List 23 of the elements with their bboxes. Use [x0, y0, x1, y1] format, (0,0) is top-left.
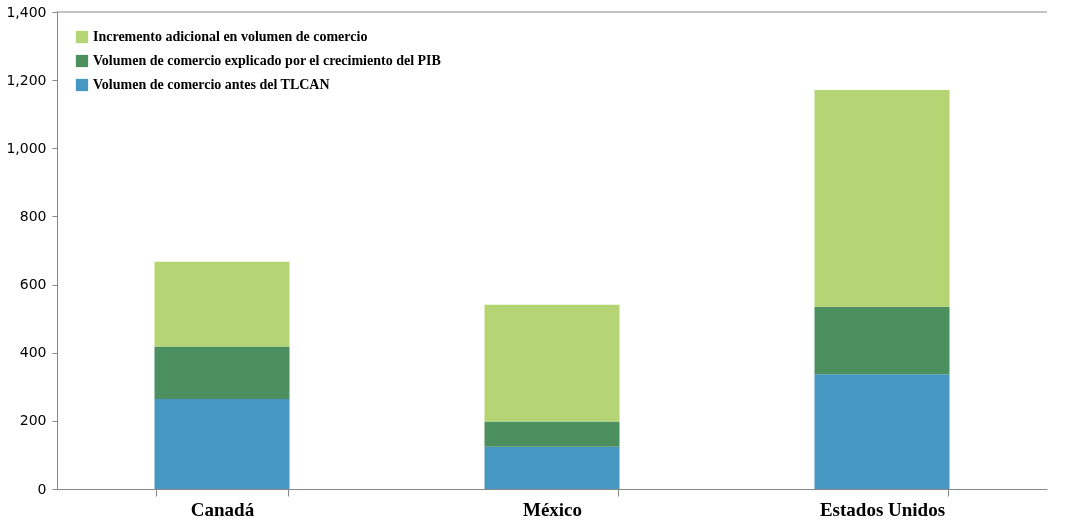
bar: [484, 304, 620, 422]
y-tick-label: 0: [37, 480, 47, 497]
y-tick-label: 400: [19, 344, 47, 361]
bar: [154, 346, 290, 400]
y-tick-label: 600: [19, 276, 47, 293]
bar: [154, 261, 290, 347]
x-tick-label: Canadá: [190, 498, 255, 520]
bar: [814, 374, 950, 489]
bar: [814, 90, 950, 307]
x-tick-label: Estados Unidos: [819, 498, 946, 520]
legend-label: Incremento adicional en volumen de comercio: [93, 29, 368, 44]
legend-label: Volumen de comercio antes del TLCAN: [93, 77, 330, 92]
legend-label: Volumen de comercio explicado por el crecimiento del PIB: [93, 53, 441, 68]
y-tick-label: 800: [19, 207, 47, 224]
x-tick-label: México: [522, 498, 583, 520]
y-tick-label: 200: [19, 412, 47, 429]
y-tick-label: 1,000: [6, 139, 47, 156]
bar: [814, 306, 950, 375]
bar: [484, 421, 620, 447]
bar: [484, 446, 620, 489]
bar: [154, 399, 290, 489]
y-tick-label: 1,400: [6, 3, 47, 20]
y-tick-label: 1,200: [6, 71, 47, 88]
